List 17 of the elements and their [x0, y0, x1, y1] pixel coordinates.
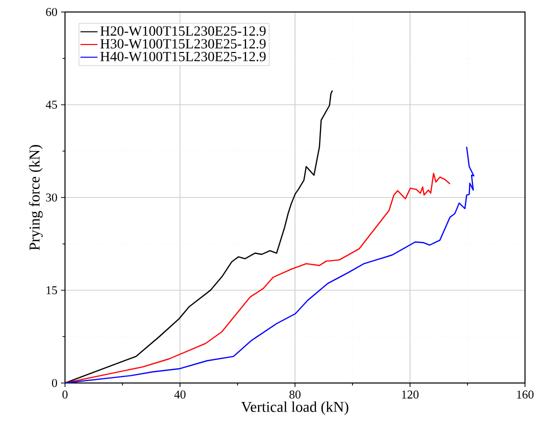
y-tick-label: 15 — [46, 286, 58, 294]
line-series — [65, 146, 474, 383]
y-axis-title: Prying force (kN) — [28, 145, 43, 250]
legend-label: H30-W100T15L230E25-12.9 — [100, 39, 266, 49]
x-tick-label: 120 — [402, 390, 419, 399]
x-axis-title: Vertical load (kN) — [241, 401, 348, 415]
x-tick-label: 0 — [62, 390, 68, 399]
y-tick-label: 0 — [52, 378, 58, 388]
y-tick-label: 60 — [46, 8, 58, 16]
line-series — [65, 172, 451, 383]
x-tick-label: 80 — [289, 390, 301, 399]
y-tick-label: 45 — [46, 100, 58, 109]
y-tick-label: 30 — [46, 193, 58, 202]
x-tick-label: 160 — [517, 390, 534, 399]
x-tick-label: 40 — [174, 390, 186, 399]
legend-label: H20-W100T15L230E25-12.9 — [100, 26, 266, 36]
legend-label: H40-W100T15L230E25-12.9 — [100, 52, 266, 62]
